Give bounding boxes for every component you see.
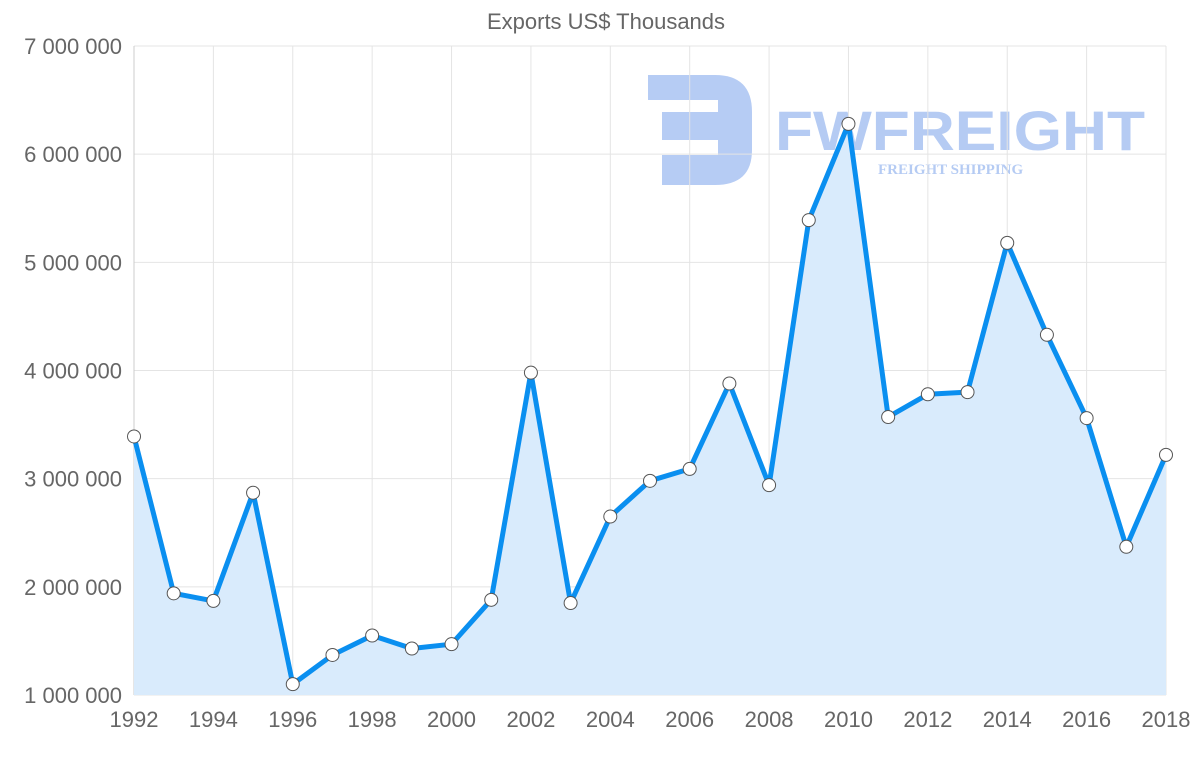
x-tick-label: 2000 bbox=[427, 707, 476, 732]
data-point-2003[interactable] bbox=[563, 596, 578, 611]
data-point-2012[interactable] bbox=[920, 387, 935, 402]
data-point-2008[interactable] bbox=[762, 478, 777, 493]
data-point-1999[interactable] bbox=[404, 641, 419, 656]
y-tick-label: 1 000 000 bbox=[24, 683, 122, 708]
x-tick-label: 2012 bbox=[903, 707, 952, 732]
x-tick-label: 2018 bbox=[1142, 707, 1191, 732]
data-point-2007[interactable] bbox=[722, 376, 737, 391]
y-tick-label: 7 000 000 bbox=[24, 34, 122, 59]
data-point-2013[interactable] bbox=[960, 385, 975, 400]
data-point-1993[interactable] bbox=[166, 586, 181, 601]
data-point-2005[interactable] bbox=[643, 473, 657, 488]
y-tick-label: 4 000 000 bbox=[24, 359, 122, 384]
data-point-1996[interactable] bbox=[285, 677, 300, 692]
x-tick-label: 2004 bbox=[586, 707, 635, 732]
data-point-2010[interactable] bbox=[841, 116, 856, 131]
x-tick-label: 1998 bbox=[348, 707, 397, 732]
data-point-1995[interactable] bbox=[246, 485, 261, 500]
data-point-2017[interactable] bbox=[1119, 539, 1134, 554]
x-tick-label: 2002 bbox=[506, 707, 555, 732]
data-point-2001[interactable] bbox=[484, 592, 499, 607]
watermark-tagline: FREIGHT SHIPPING bbox=[878, 162, 1023, 178]
data-point-2018[interactable] bbox=[1159, 447, 1173, 462]
data-point-2002[interactable] bbox=[523, 365, 538, 380]
x-tick-label: 2014 bbox=[983, 707, 1032, 732]
data-point-1997[interactable] bbox=[325, 647, 340, 662]
data-point-2006[interactable] bbox=[682, 461, 697, 476]
y-tick-label: 6 000 000 bbox=[24, 142, 122, 167]
logo-mark-icon bbox=[648, 75, 752, 185]
x-tick-label: 2016 bbox=[1062, 707, 1111, 732]
x-tick-label: 1996 bbox=[268, 707, 317, 732]
x-tick-label: 2006 bbox=[665, 707, 714, 732]
x-tick-label: 2010 bbox=[824, 707, 873, 732]
data-point-1998[interactable] bbox=[365, 628, 380, 643]
y-tick-label: 2 000 000 bbox=[24, 575, 122, 600]
data-point-2014[interactable] bbox=[1000, 235, 1015, 250]
fwfreight-watermark-logo: FWFREIGHT FREIGHT SHIPPING bbox=[648, 75, 1145, 185]
watermark-name: FWFREIGHT bbox=[775, 99, 1145, 162]
data-point-2000[interactable] bbox=[444, 637, 459, 652]
data-point-1992[interactable] bbox=[127, 429, 141, 444]
data-point-2015[interactable] bbox=[1039, 327, 1054, 342]
data-point-1994[interactable] bbox=[206, 593, 221, 608]
y-tick-label: 5 000 000 bbox=[24, 250, 122, 275]
x-tick-label: 1994 bbox=[189, 707, 238, 732]
data-point-2009[interactable] bbox=[801, 213, 816, 228]
data-point-2016[interactable] bbox=[1079, 411, 1094, 426]
series-area-fill bbox=[134, 123, 1166, 695]
x-tick-label: 2008 bbox=[745, 707, 794, 732]
x-tick-label: 1992 bbox=[110, 707, 159, 732]
y-tick-label: 3 000 000 bbox=[24, 467, 122, 492]
data-point-2004[interactable] bbox=[603, 509, 618, 524]
data-point-2011[interactable] bbox=[881, 410, 896, 425]
chart-title: Exports US$ Thousands bbox=[487, 9, 725, 34]
